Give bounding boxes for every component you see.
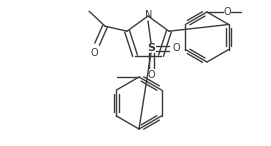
Text: S: S bbox=[147, 43, 155, 53]
Text: N: N bbox=[145, 10, 153, 20]
Text: O: O bbox=[223, 7, 231, 17]
Text: O: O bbox=[172, 43, 180, 53]
Text: O: O bbox=[90, 48, 98, 58]
Text: O: O bbox=[147, 70, 155, 80]
